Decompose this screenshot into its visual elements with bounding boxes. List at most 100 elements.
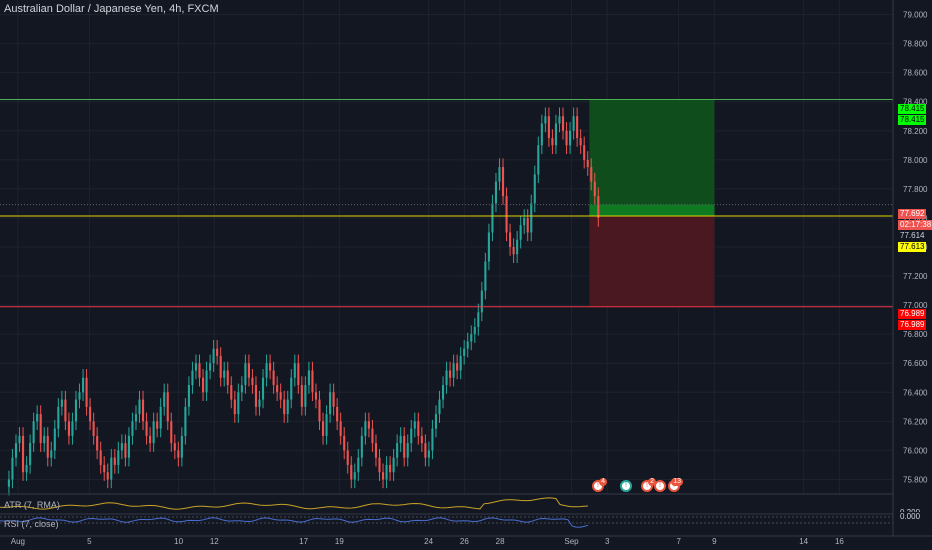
candle-body	[593, 181, 596, 197]
candle-body	[258, 399, 261, 407]
price-tick-label: 76.400	[903, 388, 928, 397]
candles	[7, 107, 600, 496]
candle-body	[18, 435, 21, 444]
candle-body	[166, 392, 169, 422]
price-tick-label: 77.200	[903, 272, 928, 281]
candle-body	[357, 457, 360, 473]
candle-body	[463, 348, 466, 356]
candle-body	[512, 247, 515, 255]
candle-body	[371, 428, 374, 444]
bid-badge: 77.614	[898, 231, 927, 241]
level-lines	[0, 99, 893, 308]
candle-body	[473, 326, 476, 335]
candle-body	[558, 116, 561, 124]
candle-body	[209, 363, 212, 371]
candle-body	[385, 464, 388, 480]
atr-label: ATR (7, RMA)	[4, 500, 60, 510]
candle-body	[586, 159, 589, 168]
event-marker-4[interactable]: !	[654, 480, 666, 492]
event-marker-3[interactable]: ! 2	[641, 478, 656, 492]
time-tick-label: 19	[335, 537, 344, 546]
candle-body	[67, 421, 70, 436]
time-tick-label: 3	[605, 537, 610, 546]
candle-body	[39, 414, 42, 444]
candle-body	[71, 421, 74, 436]
price-tick-label: 76.800	[903, 330, 928, 339]
candle-body	[43, 435, 46, 444]
candle-body	[184, 406, 187, 436]
candle-body	[85, 377, 88, 407]
candle-body	[120, 443, 123, 451]
candle-body	[583, 145, 586, 160]
candle-body	[103, 464, 106, 473]
candle-body	[350, 464, 353, 480]
candle-body	[25, 464, 28, 473]
candle-body	[106, 472, 109, 480]
candle-body	[223, 370, 226, 378]
candle-body	[501, 167, 505, 197]
price-tick-label: 78.000	[903, 156, 928, 165]
candle-body	[346, 450, 349, 465]
candle-body	[364, 421, 367, 436]
candle-body	[240, 385, 243, 393]
candle-body	[74, 399, 78, 422]
candle-body	[219, 355, 222, 378]
target-price-badge-2: 78.415	[898, 115, 927, 125]
time-tick-label: Sep	[564, 537, 579, 546]
countdown-badge: 02:17:38	[898, 220, 932, 230]
candle-body	[269, 363, 272, 371]
candle-body	[261, 377, 265, 400]
current-price-badge: 77.692	[898, 209, 927, 219]
candle-body	[300, 385, 303, 407]
candle-body	[480, 290, 483, 313]
candle-body	[180, 435, 183, 458]
candle-body	[237, 392, 240, 415]
candle-body	[304, 385, 307, 407]
candle-body	[449, 370, 452, 378]
event-marker-5[interactable]: !13	[668, 478, 683, 492]
price-tick-label: 76.000	[903, 446, 928, 455]
candle-body	[381, 472, 385, 480]
candle-body	[561, 116, 565, 131]
candle-body	[484, 261, 487, 291]
candle-body	[60, 399, 63, 407]
candle-body	[297, 363, 300, 386]
candle-body	[336, 406, 339, 422]
event-marker-1[interactable]: ! 4	[592, 478, 607, 492]
candle-body	[569, 130, 572, 146]
candle-body	[212, 348, 215, 364]
price-tick-label: 77.000	[903, 301, 928, 310]
candle-body	[283, 399, 286, 415]
candle-body	[367, 421, 370, 429]
rsi-label: RSI (7, close)	[4, 519, 59, 529]
stop-price-badge: 76.989	[898, 309, 927, 319]
candle-body	[141, 399, 145, 422]
position-zones	[589, 99, 715, 307]
price-tick-label: 77.800	[903, 185, 928, 194]
candle-body	[314, 392, 318, 400]
time-tick-label: 12	[210, 537, 219, 546]
candle-body	[374, 443, 378, 458]
indicator-panes	[0, 497, 893, 528]
event-marker-2[interactable]: !	[620, 480, 632, 492]
candle-body	[410, 428, 413, 444]
time-tick-label: 17	[299, 537, 308, 546]
candle-body	[554, 123, 558, 146]
candle-body	[505, 196, 508, 233]
candle-body	[50, 450, 53, 458]
candle-body	[163, 392, 166, 407]
candle-body	[332, 392, 335, 407]
candle-body	[201, 377, 205, 393]
candle-body	[230, 385, 233, 400]
candle-body	[21, 435, 25, 473]
candle-body	[533, 174, 536, 204]
candle-body	[149, 435, 152, 444]
candle-body	[392, 457, 395, 473]
candle-body	[64, 399, 67, 422]
price-tick-label: 78.200	[903, 127, 928, 136]
event-count-3: 2	[648, 478, 656, 486]
candle-body	[544, 116, 547, 124]
candle-body	[406, 443, 409, 458]
time-tick-label: 9	[712, 537, 717, 546]
